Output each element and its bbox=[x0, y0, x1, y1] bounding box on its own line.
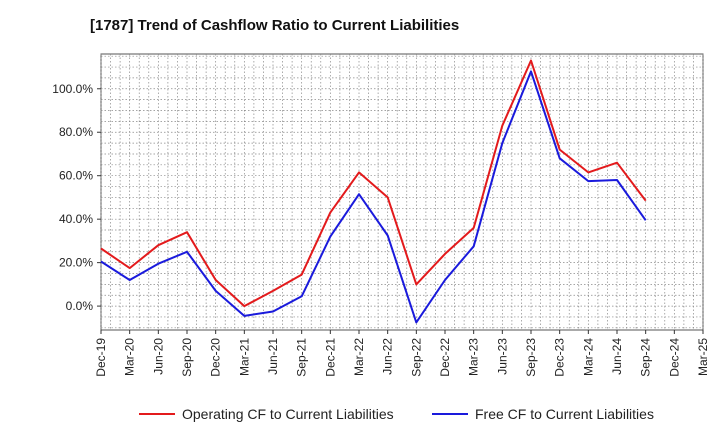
x-tick-label: Dec-23 bbox=[553, 338, 567, 377]
plot-area bbox=[100, 53, 704, 331]
y-tick-label: 40.0% bbox=[59, 212, 93, 226]
series-line-free-cf bbox=[100, 70, 647, 324]
x-tick-label: Sep-20 bbox=[180, 338, 194, 377]
x-tick-label: Dec-19 bbox=[94, 338, 108, 377]
y-tick-label: 100.0% bbox=[52, 82, 93, 96]
y-axis: 0.0% 20.0% 40.0% 60.0% 80.0% 100.0% bbox=[52, 82, 101, 313]
x-tick-label: Sep-24 bbox=[639, 338, 653, 377]
x-tick-label: Mar-23 bbox=[467, 338, 481, 376]
x-tick-label: Sep-21 bbox=[295, 338, 309, 377]
y-tick-label: 20.0% bbox=[59, 256, 93, 270]
x-tick-label: Jun-21 bbox=[266, 338, 280, 375]
series-line-operating-cf bbox=[100, 59, 647, 308]
x-tick-label: Mar-25 bbox=[696, 338, 710, 376]
x-tick-label: Mar-22 bbox=[352, 338, 366, 376]
x-tick-label: Sep-22 bbox=[409, 338, 423, 377]
x-tick-label: Dec-24 bbox=[667, 338, 681, 377]
x-axis: Dec-19 Mar-20 Jun-20 Sep-20 Dec-20 Mar-21 Jun-… bbox=[94, 330, 710, 377]
x-tick-label: Mar-24 bbox=[581, 338, 595, 376]
x-tick-label: Sep-23 bbox=[524, 338, 538, 377]
x-tick-label: Dec-22 bbox=[438, 338, 452, 377]
x-tick-label: Jun-20 bbox=[151, 338, 165, 375]
x-tick-label: Dec-21 bbox=[323, 338, 337, 377]
x-tick-label: Jun-22 bbox=[381, 338, 395, 375]
x-tick-label: Mar-21 bbox=[237, 338, 251, 376]
grid-lines bbox=[100, 54, 704, 330]
x-tick-label: Jun-24 bbox=[610, 338, 624, 375]
x-tick-label: Dec-20 bbox=[209, 338, 223, 377]
legend-label: Free CF to Current Liabilities bbox=[475, 406, 654, 422]
y-tick-label: 0.0% bbox=[66, 299, 94, 313]
legend-label: Operating CF to Current Liabilities bbox=[182, 406, 394, 422]
y-tick-label: 60.0% bbox=[59, 169, 93, 183]
legend: Operating CF to Current Liabilities Free … bbox=[139, 406, 654, 422]
x-tick-label: Mar-20 bbox=[123, 338, 137, 376]
y-tick-label: 80.0% bbox=[59, 125, 93, 139]
x-tick-label: Jun-23 bbox=[495, 338, 509, 375]
chart-title: [1787] Trend of Cashflow Ratio to Curren… bbox=[90, 17, 459, 34]
series-lines bbox=[100, 59, 647, 324]
